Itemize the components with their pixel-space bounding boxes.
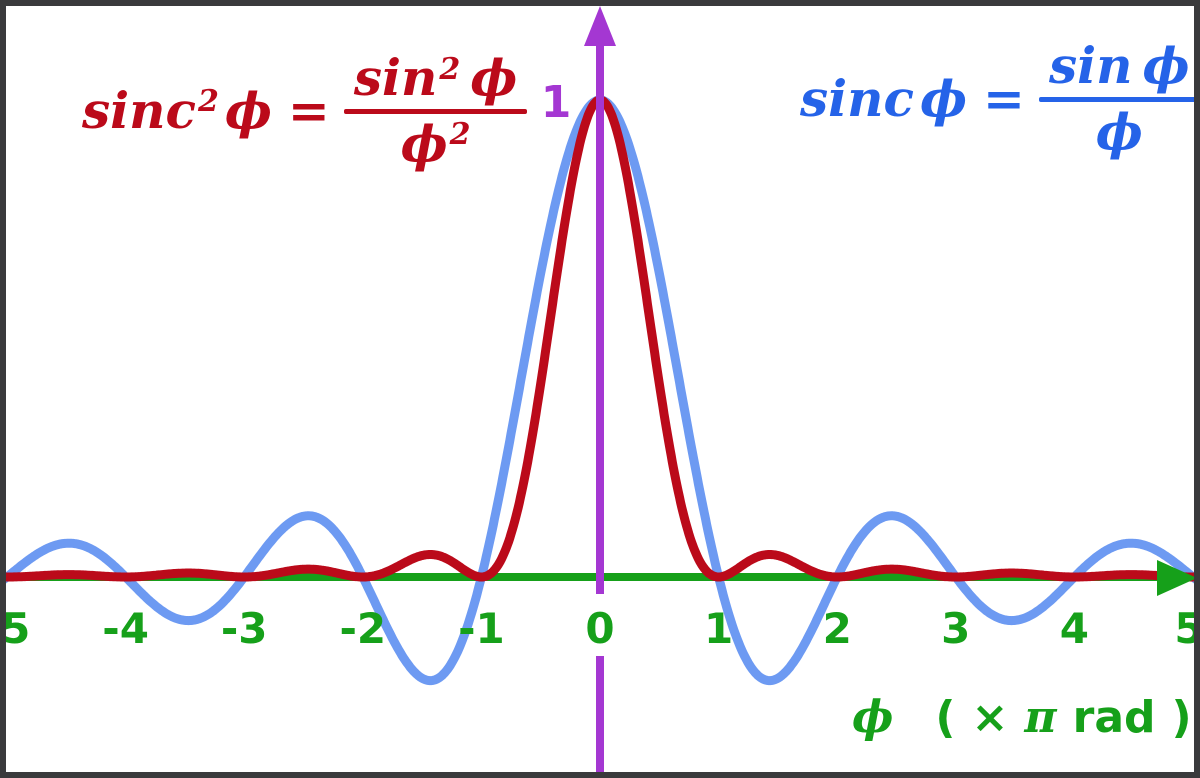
x-tick-label: 1 xyxy=(704,604,733,653)
formula-sinc-squared-lhs: sinc2 ϕ xyxy=(82,84,272,138)
fraction-bar xyxy=(343,108,528,114)
unit-rad: rad xyxy=(1072,692,1156,743)
phi-symbol: ϕ xyxy=(1142,36,1190,95)
y-axis-arrowhead-icon xyxy=(584,6,616,46)
fn-name: sin xyxy=(353,48,438,107)
fraction-denominator: ϕ xyxy=(1086,105,1153,159)
phi-symbol: ϕ xyxy=(1095,101,1143,161)
fraction-numerator: sin ϕ xyxy=(1039,39,1200,93)
formula-sinc: sinc ϕ = sin ϕ ϕ xyxy=(800,39,1200,159)
x-tick-label: -2 xyxy=(339,604,386,653)
x-tick-label: 2 xyxy=(823,604,852,653)
fn-name: sin xyxy=(1048,36,1133,95)
x-axis-arrowhead-icon xyxy=(1157,560,1197,596)
fn-exponent: 2 xyxy=(439,51,461,87)
equals-sign: = xyxy=(983,68,1025,128)
formula-sinc-lhs: sinc ϕ xyxy=(800,72,967,126)
x-tick-label: 5 xyxy=(1174,604,1200,653)
phi-symbol: ϕ xyxy=(400,113,448,173)
y-peak-value-label: 1 xyxy=(541,77,572,128)
x-tick-label: 4 xyxy=(1060,604,1089,653)
pi-symbol: π xyxy=(1024,692,1057,743)
x-tick-label: -4 xyxy=(102,604,149,653)
times-sign: × xyxy=(971,692,1009,743)
x-tick-label: -1 xyxy=(458,604,505,653)
fraction-numerator: sin2 ϕ xyxy=(344,51,527,105)
x-tick-label: -5 xyxy=(0,604,30,653)
x-axis-unit-label: ϕ ( × π rad ) xyxy=(852,692,1192,743)
fn-exponent: 2 xyxy=(197,84,219,120)
fn-name: sinc xyxy=(800,68,914,128)
equals-sign: = xyxy=(287,80,330,140)
fraction-denominator: ϕ2 xyxy=(391,117,481,171)
open-paren: ( xyxy=(935,692,956,743)
x-tick-label: -3 xyxy=(221,604,268,653)
phi-symbol: ϕ xyxy=(852,692,894,743)
fn-exponent: 2 xyxy=(449,117,471,152)
fraction: sin2 ϕ ϕ2 xyxy=(343,51,528,171)
x-tick-label: 3 xyxy=(941,604,970,653)
phi-symbol: ϕ xyxy=(224,80,272,140)
x-tick-label: 0 xyxy=(585,604,614,653)
fraction-bar xyxy=(1038,96,1200,102)
fraction: sin ϕ ϕ xyxy=(1038,39,1200,159)
close-paren: ) xyxy=(1171,692,1192,743)
phi-symbol: ϕ xyxy=(919,68,968,128)
phi-symbol: ϕ xyxy=(470,48,518,107)
formula-sinc-squared: sinc2 ϕ = sin2 ϕ ϕ2 xyxy=(82,51,528,171)
fn-name: sinc xyxy=(82,80,196,140)
